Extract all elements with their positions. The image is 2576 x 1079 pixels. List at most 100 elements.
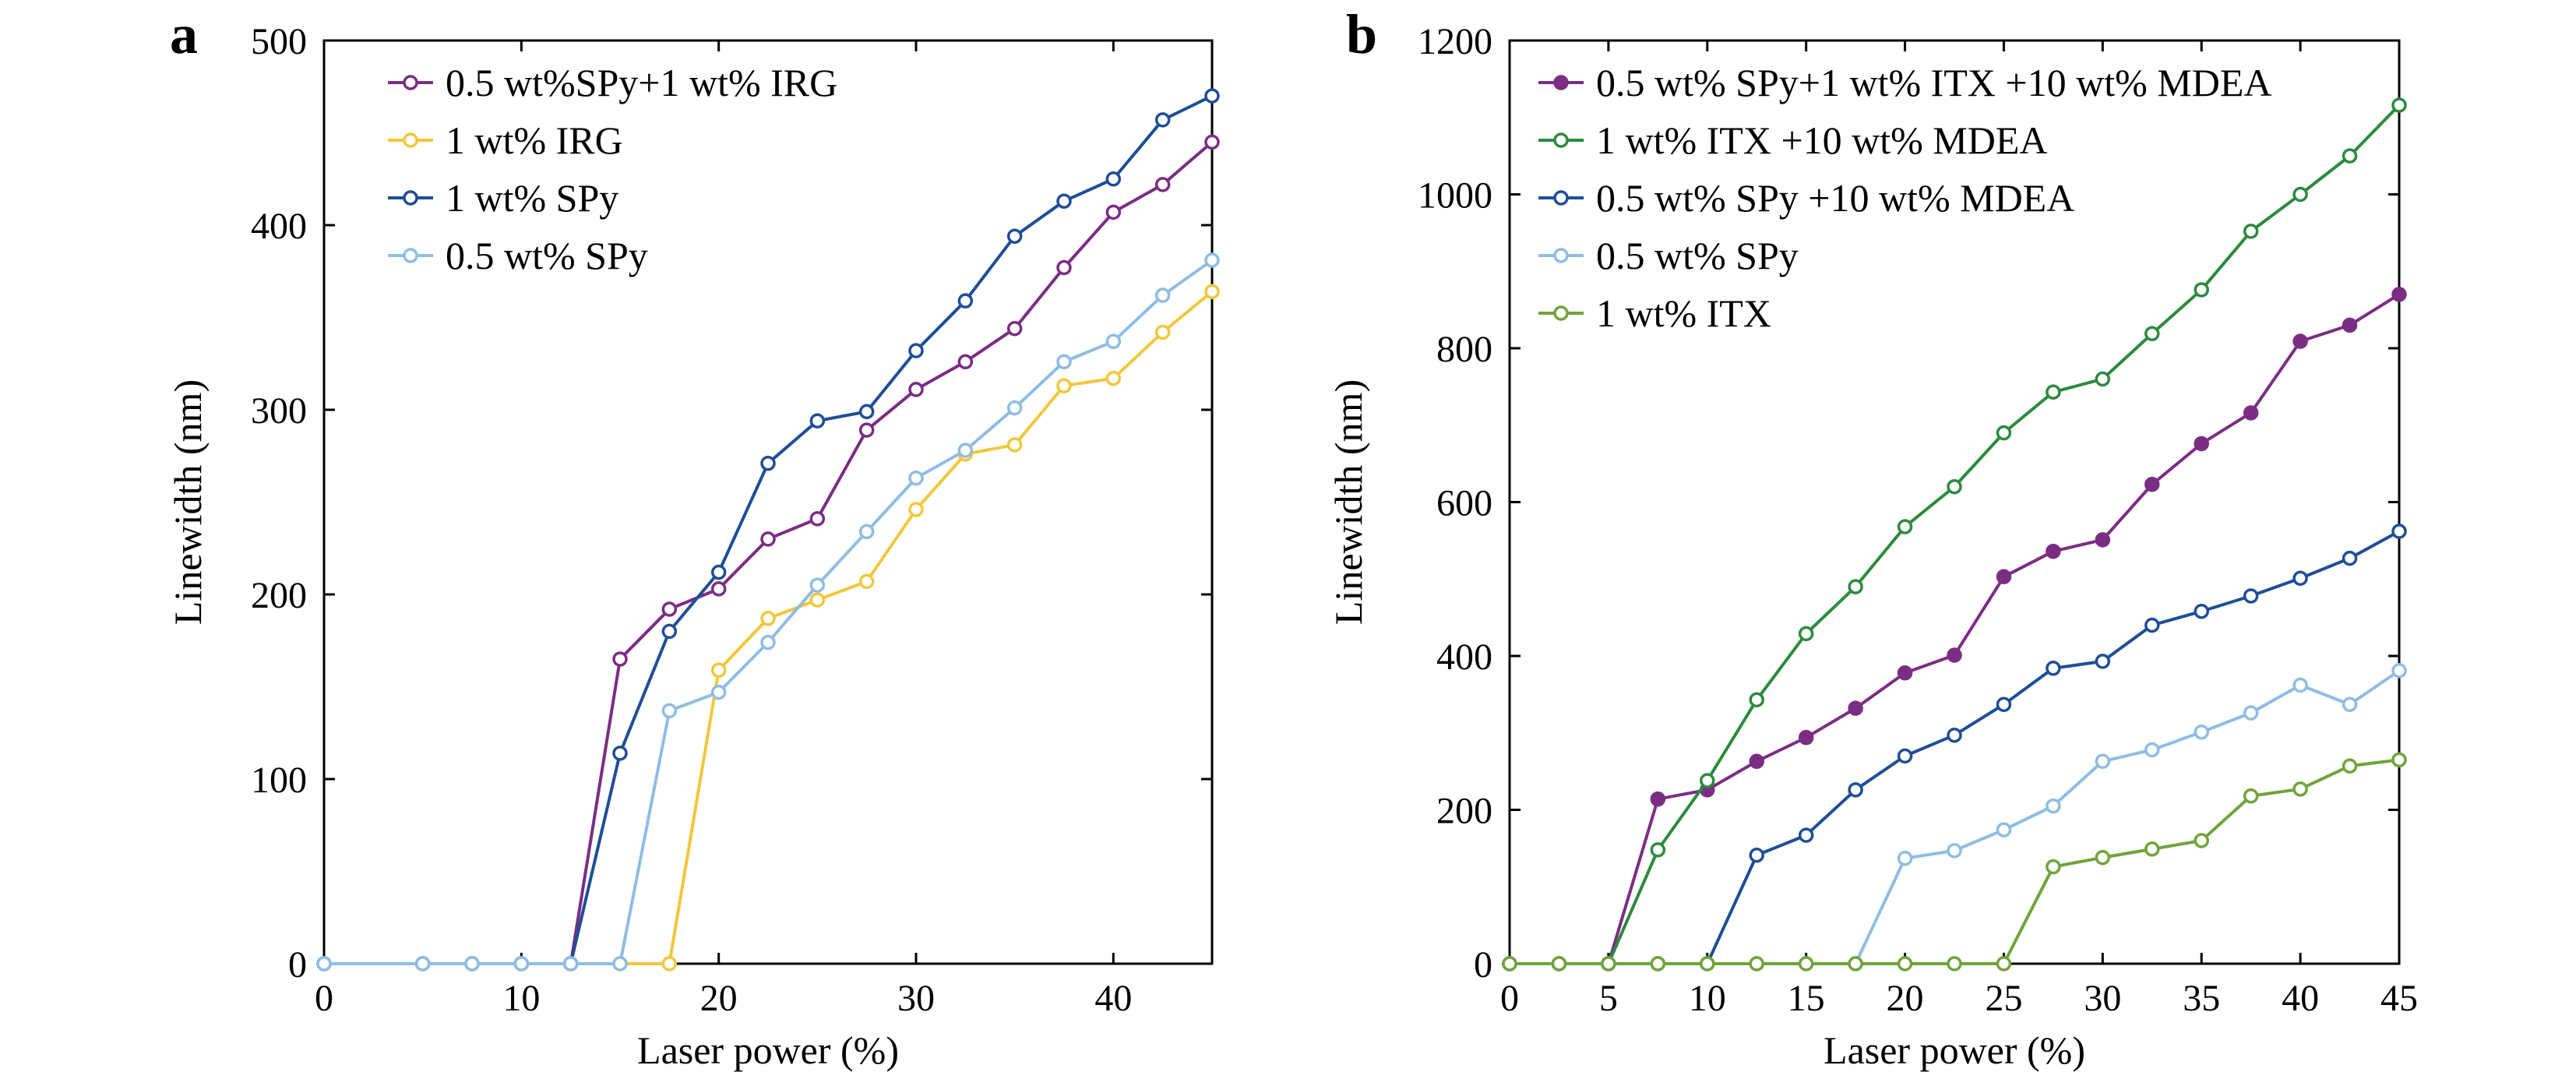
data-point bbox=[1897, 748, 1913, 764]
data-point bbox=[1947, 956, 1962, 971]
x-axis-title: Laser power (%) bbox=[1824, 1028, 2085, 1072]
series-line bbox=[1510, 293, 2401, 965]
data-point bbox=[1056, 354, 1072, 370]
data-point bbox=[809, 592, 826, 608]
data-point bbox=[2391, 663, 2407, 679]
panel-letter: b bbox=[1346, 3, 1377, 65]
data-point bbox=[1798, 827, 1814, 843]
data-point bbox=[1056, 259, 1072, 276]
x-tick-label: 30 bbox=[897, 978, 935, 1019]
legend-label: 0.5 wt% SPy bbox=[1596, 234, 1799, 277]
legend-label: 0.5 wt% SPy +10 wt% MDEA bbox=[1596, 176, 2074, 220]
data-point bbox=[1749, 848, 1764, 863]
x-tick-label: 40 bbox=[1094, 978, 1132, 1019]
data-point bbox=[2144, 841, 2160, 857]
series-line bbox=[1510, 530, 2400, 965]
y-axis-title: Linewidth (nm) bbox=[1327, 379, 1370, 625]
data-point bbox=[858, 404, 875, 420]
data-point bbox=[1105, 204, 1122, 220]
series-4 bbox=[316, 252, 1220, 971]
data-point bbox=[1947, 843, 1962, 859]
data-point bbox=[710, 581, 727, 597]
data-point bbox=[1154, 177, 1171, 192]
x-tick-label: 20 bbox=[1887, 978, 1924, 1019]
data-point bbox=[1848, 782, 1863, 798]
data-point bbox=[2095, 654, 2111, 669]
x-tick-label: 20 bbox=[700, 978, 738, 1019]
data-point bbox=[809, 413, 826, 428]
x-tick-label: 0 bbox=[1500, 978, 1519, 1019]
x-tick-label: 35 bbox=[2183, 978, 2220, 1019]
y-tick-label: 1000 bbox=[1418, 175, 1492, 217]
y-tick-label: 300 bbox=[251, 390, 307, 432]
data-point bbox=[1204, 134, 1220, 150]
data-point bbox=[2292, 677, 2308, 693]
data-point bbox=[1650, 956, 1666, 971]
x-tick-label: 10 bbox=[1689, 978, 1726, 1019]
data-point bbox=[1749, 956, 1764, 971]
data-point bbox=[612, 651, 628, 667]
data-point bbox=[2243, 405, 2259, 421]
data-point bbox=[760, 611, 776, 626]
data-point bbox=[1154, 112, 1171, 128]
legend: 0.5 wt% SPy+1 wt% ITX +10 wt% MDEA 1 wt% … bbox=[1538, 61, 2271, 335]
data-point bbox=[612, 956, 628, 971]
data-point bbox=[809, 577, 826, 593]
data-point bbox=[1996, 569, 2012, 585]
legend-swatch-marker bbox=[403, 248, 418, 263]
data-point bbox=[661, 703, 678, 719]
series-2 bbox=[316, 284, 1220, 971]
data-point bbox=[2046, 543, 2061, 559]
data-point bbox=[2391, 524, 2407, 539]
data-point bbox=[1798, 956, 1814, 971]
data-point bbox=[2144, 326, 2160, 341]
legend-swatch-marker bbox=[1553, 305, 1569, 321]
data-point bbox=[1996, 425, 2012, 441]
data-point bbox=[1848, 956, 1863, 971]
data-point bbox=[1897, 665, 1913, 681]
data-point bbox=[2046, 798, 2061, 814]
legend-swatch-marker bbox=[403, 75, 418, 90]
data-point bbox=[1700, 773, 1715, 788]
y-tick-label: 200 bbox=[251, 575, 307, 616]
data-point bbox=[2342, 758, 2358, 774]
data-point bbox=[513, 956, 530, 971]
plot-frame bbox=[322, 39, 1214, 965]
data-point bbox=[2194, 435, 2209, 452]
data-point bbox=[2342, 317, 2358, 333]
data-point bbox=[710, 662, 727, 678]
series-1 bbox=[1502, 287, 2407, 971]
data-point bbox=[661, 623, 678, 640]
legend-swatch-marker bbox=[1553, 75, 1569, 90]
data-point bbox=[1996, 956, 2012, 971]
data-point bbox=[1996, 696, 2012, 712]
data-point bbox=[414, 956, 431, 971]
data-point bbox=[2194, 603, 2209, 619]
legend-label: 1 wt% ITX +10 wt% MDEA bbox=[1596, 118, 2048, 162]
y-tick-label: 800 bbox=[1436, 329, 1492, 370]
data-point bbox=[1056, 193, 1072, 209]
data-point bbox=[2292, 570, 2308, 587]
data-point bbox=[1798, 729, 1814, 746]
data-point bbox=[809, 511, 826, 527]
data-point bbox=[1650, 791, 1666, 807]
y-tick-label: 0 bbox=[1474, 944, 1492, 986]
data-point bbox=[661, 956, 678, 971]
panel-b: b 0 5 10 15 20 25 30 35 40 45 0 200 400 600 800 1000 1200… bbox=[1327, 3, 2418, 1072]
data-point bbox=[1154, 287, 1171, 303]
y-tick-label: 400 bbox=[1436, 636, 1492, 678]
data-point bbox=[1105, 370, 1122, 386]
data-point bbox=[1947, 479, 1962, 495]
data-point bbox=[710, 684, 727, 700]
data-point bbox=[760, 634, 776, 651]
data-point bbox=[1006, 320, 1023, 337]
data-point bbox=[2095, 371, 2111, 387]
data-point bbox=[858, 422, 875, 438]
x-tick-label: 40 bbox=[2282, 978, 2319, 1019]
legend-label: 0.5 wt% SPy+1 wt% ITX +10 wt% MDEA bbox=[1596, 61, 2271, 104]
y-axis-title: Linewidth (nm) bbox=[166, 379, 210, 625]
data-point bbox=[2243, 788, 2259, 804]
data-point bbox=[1749, 692, 1764, 708]
data-point bbox=[661, 601, 678, 617]
data-point bbox=[908, 502, 924, 517]
